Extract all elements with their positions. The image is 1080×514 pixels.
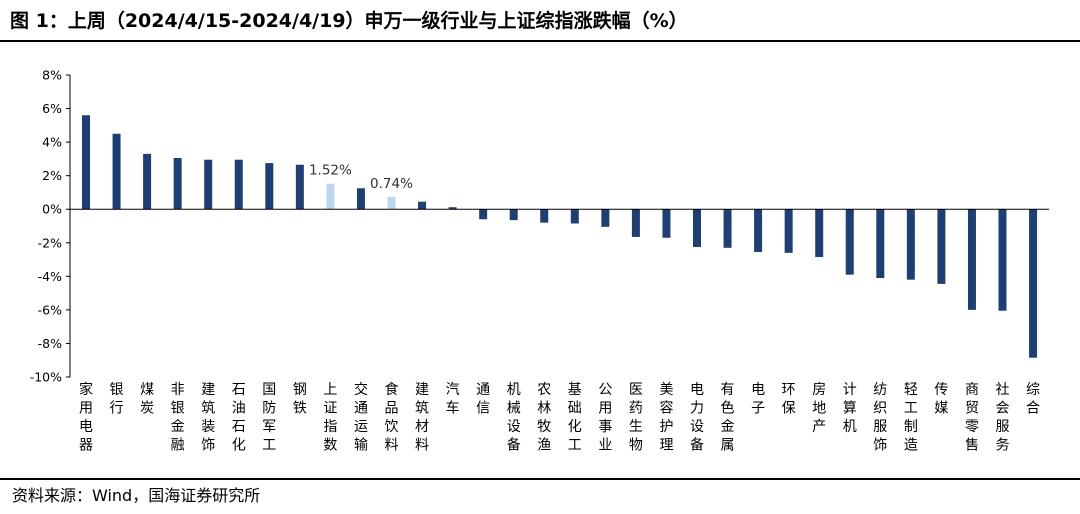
bar-24 — [784, 209, 793, 253]
bar-1 — [82, 115, 90, 210]
bar-18 — [601, 209, 610, 227]
bar-12 — [418, 201, 427, 210]
x-tick-label: 上证指数 — [323, 382, 337, 454]
title-divider — [0, 40, 1080, 42]
data-label: 1.52% — [309, 163, 352, 179]
y-tick-label: 8% — [42, 68, 62, 83]
x-tick-label: 农林牧渔 — [537, 382, 551, 454]
x-tick-label: 建筑装饰 — [201, 382, 215, 454]
y-tick-label: 2% — [42, 168, 62, 183]
y-tick-label: -8% — [38, 336, 62, 351]
x-tick-label: 建筑材料 — [415, 382, 429, 454]
x-tick-label: 计算机 — [843, 382, 857, 435]
x-tick-label: 煤炭 — [140, 382, 154, 417]
x-tick-label: 社会服务 — [996, 382, 1010, 454]
x-tick-label: 家用电器 — [79, 381, 93, 454]
bar-16 — [540, 209, 549, 223]
x-tick-label: 环保 — [782, 382, 796, 417]
y-axis: 8% 6% 4% 2% 0% -2% -4% -6% -8% -10% — [30, 68, 71, 385]
x-tick-label: 银行 — [110, 382, 124, 417]
bar-chart: 8% 6% 4% 2% 0% -2% -4% -6% -8% -10% 1.52% 0.74% 家用… — [30, 68, 1050, 454]
source-note: 资料来源：Wind，国海证券研究所 — [12, 486, 261, 505]
bar-19 — [631, 209, 640, 237]
bar-22 — [723, 209, 732, 248]
y-tick-label: -4% — [38, 269, 62, 284]
bar-27 — [876, 209, 885, 279]
bars — [82, 115, 1038, 358]
y-tick-label: 6% — [42, 101, 62, 116]
bar-4 — [173, 158, 182, 210]
x-tick-label: 钢铁 — [293, 382, 307, 417]
y-tick-label: -10% — [30, 370, 62, 385]
x-tick-label: 电力设备 — [690, 382, 704, 454]
bar-3 — [143, 153, 152, 210]
bar-11 — [387, 196, 396, 210]
bar-5 — [204, 159, 213, 210]
bar-17 — [570, 209, 579, 224]
x-tick-label: 美容护理 — [659, 382, 673, 454]
x-tick-label: 公用事业 — [598, 382, 612, 454]
y-tick-label: -2% — [38, 235, 62, 250]
bar-15 — [509, 209, 518, 221]
x-tick-label: 电子 — [751, 382, 765, 417]
bar-30 — [967, 209, 976, 310]
x-tick-label: 汽车 — [446, 382, 460, 417]
x-tick-label: 机械设备 — [507, 382, 521, 454]
bar-32 — [1029, 209, 1038, 358]
data-labels: 1.52% 0.74% — [309, 163, 413, 192]
y-tick-label: 4% — [42, 135, 62, 150]
x-tick-label: 轻工制造 — [904, 382, 918, 454]
x-tick-label: 综合 — [1026, 382, 1040, 417]
page-title: 图 1：上周（2024/4/15-2024/4/19）申万一级行业与上证综指涨跌… — [10, 10, 688, 32]
x-tick-label: 食品饮料 — [385, 381, 399, 454]
bar-20 — [662, 209, 671, 238]
bar-21 — [693, 209, 701, 247]
bar-8 — [295, 164, 304, 210]
x-tick-label: 传媒 — [934, 382, 948, 417]
bar-2 — [112, 133, 121, 210]
x-tick-label: 通信 — [476, 382, 490, 417]
bar-29 — [937, 209, 946, 284]
bar-25 — [815, 209, 824, 258]
x-tick-label: 有色金属 — [721, 382, 735, 454]
bar-31 — [998, 209, 1007, 311]
bar-26 — [845, 209, 854, 275]
bar-23 — [754, 209, 763, 253]
bar-10 — [356, 188, 365, 210]
y-tick-label: 0% — [42, 202, 62, 217]
footer-divider — [0, 478, 1080, 480]
data-label: 0.74% — [370, 176, 413, 192]
y-tick-label: -6% — [38, 302, 62, 317]
bar-9 — [326, 183, 335, 210]
bar-6 — [234, 159, 243, 210]
bar-7 — [265, 163, 274, 210]
x-tick-label: 商贸零售 — [965, 382, 979, 454]
x-tick-label: 纺织服饰 — [873, 382, 887, 454]
x-tick-label: 非银金融 — [171, 382, 185, 454]
bar-28 — [906, 209, 915, 280]
x-tick-label: 国防军工 — [262, 382, 276, 454]
x-tick-label: 房地产 — [812, 382, 826, 435]
x-tick-label: 医药生物 — [629, 382, 643, 454]
x-tick-label: 交通运输 — [354, 381, 368, 454]
bar-14 — [479, 209, 488, 220]
x-tick-label: 基础化工 — [568, 381, 582, 454]
x-tick-label: 石油石化 — [232, 382, 246, 454]
bar-13 — [448, 207, 457, 210]
